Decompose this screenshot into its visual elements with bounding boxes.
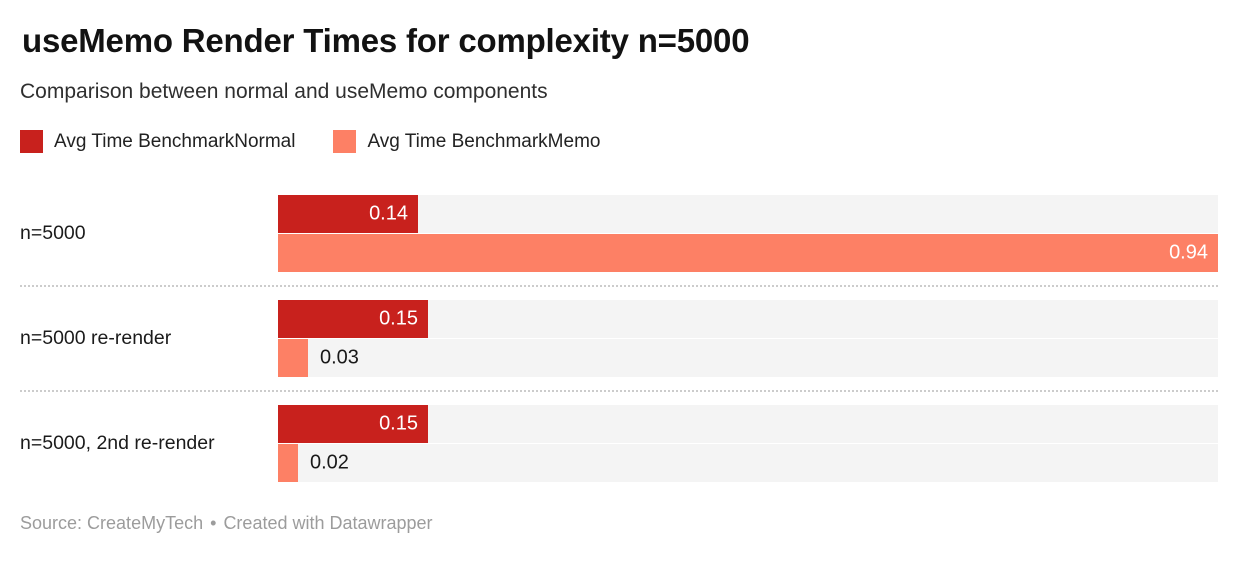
bar-track: 0.94 — [278, 234, 1218, 272]
legend-label: Avg Time BenchmarkMemo — [367, 130, 601, 152]
bar-chart: n=5000 0.14 0.94 n=5000 re-render 0.15 0.03 n=… — [20, 182, 1218, 495]
bar-value-label: 0.15 — [379, 307, 418, 330]
bar-value-label: 0.03 — [320, 346, 359, 369]
legend: Avg Time BenchmarkNormal Avg Time Benchma… — [20, 130, 1218, 153]
bar: 0.15 — [278, 405, 428, 443]
legend-item: Avg Time BenchmarkMemo — [333, 130, 600, 153]
bar-track: 0.15 — [278, 300, 1218, 338]
bar-value-label: 0.15 — [379, 412, 418, 435]
bar: 0.14 — [278, 195, 418, 233]
bar-value-label: 0.94 — [1169, 241, 1208, 264]
category-label: n=5000 — [20, 222, 86, 244]
legend-swatch — [333, 130, 357, 153]
chart-footer: Source: CreateMyTech • Created with Dataw… — [20, 513, 1218, 534]
source-name: CreateMyTech — [87, 513, 204, 533]
bar-value-label: 0.14 — [369, 202, 408, 225]
bar: 0.15 — [278, 300, 428, 338]
bar-group: 0.14 0.94 — [278, 195, 1218, 272]
category-label: n=5000 re-render — [20, 327, 172, 349]
bar — [278, 339, 308, 377]
chart-subtitle: Comparison between normal and useMemo co… — [20, 80, 548, 103]
legend-label: Avg Time BenchmarkNormal — [54, 130, 296, 152]
chart-row: n=5000 0.14 0.94 — [20, 182, 1218, 287]
attribution-text: Created with Datawrapper — [223, 513, 433, 533]
bar: 0.94 — [278, 234, 1218, 272]
footer-separator: • — [210, 513, 217, 533]
category-label: n=5000, 2nd re-render — [20, 432, 215, 454]
bar-track: 0.03 — [278, 339, 1218, 377]
chart-row: n=5000, 2nd re-render 0.15 0.02 — [20, 392, 1218, 495]
bar-track: 0.02 — [278, 444, 1218, 482]
source-label: Source: — [20, 513, 83, 533]
bar-track: 0.14 — [278, 195, 1218, 233]
chart-row: n=5000 re-render 0.15 0.03 — [20, 287, 1218, 392]
bar-group: 0.15 0.02 — [278, 405, 1218, 482]
legend-item: Avg Time BenchmarkNormal — [20, 130, 295, 153]
chart-title: useMemo Render Times for complexity n=50… — [22, 22, 750, 59]
bar-value-label: 0.02 — [310, 451, 349, 474]
bar-track: 0.15 — [278, 405, 1218, 443]
bar — [278, 444, 298, 482]
legend-swatch — [20, 130, 43, 153]
bar-group: 0.15 0.03 — [278, 300, 1218, 377]
